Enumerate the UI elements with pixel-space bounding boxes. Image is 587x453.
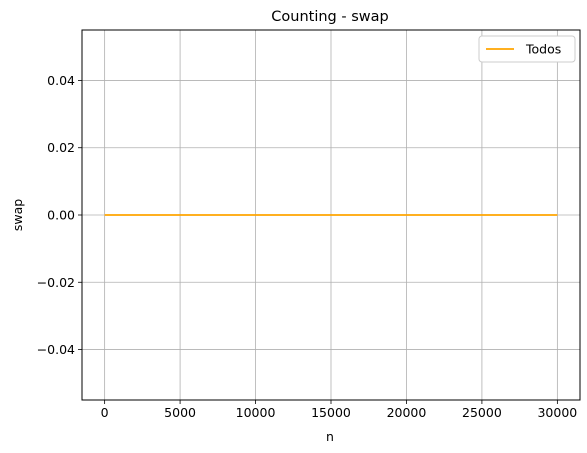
y-tick-label: 0.04 xyxy=(47,73,75,88)
x-tick-label: 10000 xyxy=(236,405,276,420)
x-tick-label: 15000 xyxy=(311,405,351,420)
legend: Todos xyxy=(478,35,576,63)
x-tick-label: 20000 xyxy=(387,405,427,420)
y-tick-label: 0.00 xyxy=(47,208,75,223)
legend-label-todos: Todos xyxy=(525,42,561,57)
y-tick-label: −0.02 xyxy=(37,275,75,290)
x-tick-label: 5000 xyxy=(164,405,196,420)
x-tick-label: 30000 xyxy=(537,405,577,420)
x-axis-label: n xyxy=(326,429,334,444)
tick-layer: 0 5000 10000 15000 20000 25000 30000 −0.04 −0.02… xyxy=(37,73,578,420)
chart-title: Counting - swap xyxy=(271,9,388,25)
y-axis-label: swap xyxy=(10,199,25,231)
y-tick-label: 0.02 xyxy=(47,140,75,155)
x-tick-label: 25000 xyxy=(462,405,502,420)
x-tick-label: 0 xyxy=(101,405,109,420)
y-tick-label: −0.04 xyxy=(37,342,75,357)
legend-box xyxy=(478,35,576,63)
